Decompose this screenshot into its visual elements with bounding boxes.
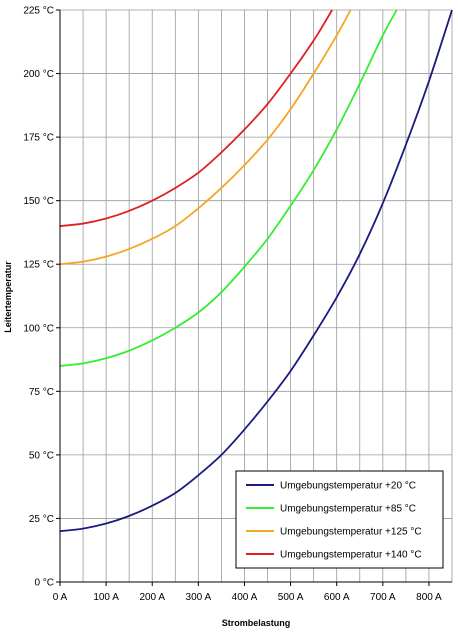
series-line-3 xyxy=(59,9,333,227)
y-tick-label: 100 °C xyxy=(23,323,54,334)
y-axis-title: Leitertemperatur xyxy=(3,261,13,333)
x-tick-label: 500 A xyxy=(278,592,304,603)
y-tick-label: 225 °C xyxy=(23,6,54,17)
legend-label-1: Umgebungstemperatur +85 °C xyxy=(280,504,416,515)
x-tick-label: 300 A xyxy=(186,592,212,603)
y-tick-label: 75 °C xyxy=(29,387,54,398)
x-tick-label: 600 A xyxy=(324,592,350,603)
series-layer xyxy=(59,9,453,533)
x-tick-label: 700 A xyxy=(370,592,396,603)
x-axis-title: Strombelastung xyxy=(222,618,291,628)
series-line-1 xyxy=(59,9,398,367)
legend-label-2: Umgebungstemperatur +125 °C xyxy=(280,527,422,538)
tick-labels: 0 °C 25 °C 50 °C 75 °C 100 °C 125 °C 150 °C 175… xyxy=(23,6,442,604)
axes xyxy=(56,9,452,586)
y-tick-label: 25 °C xyxy=(29,514,54,525)
y-tick-label: 125 °C xyxy=(23,260,54,271)
legend: Umgebungstemperatur +20 °C Umgebungstempe… xyxy=(235,470,444,569)
series-line-2 xyxy=(59,9,352,266)
series-line-0 xyxy=(59,9,453,533)
legend-label-3: Umgebungstemperatur +140 °C xyxy=(280,550,422,561)
y-tick-label: 50 °C xyxy=(29,450,54,461)
x-tick-label: 200 A xyxy=(139,592,165,603)
x-tick-label: 800 A xyxy=(416,592,442,603)
y-tick-label: 0 °C xyxy=(34,578,54,589)
y-tick-label: 150 °C xyxy=(23,196,54,207)
x-tick-label: 0 A xyxy=(53,592,68,603)
x-tick-label: 400 A xyxy=(232,592,258,603)
legend-box xyxy=(235,470,444,569)
x-tick-label: 100 A xyxy=(93,592,119,603)
y-tick-label: 200 °C xyxy=(23,69,54,80)
y-tick-label: 175 °C xyxy=(23,133,54,144)
legend-label-0: Umgebungstemperatur +20 °C xyxy=(280,481,416,492)
